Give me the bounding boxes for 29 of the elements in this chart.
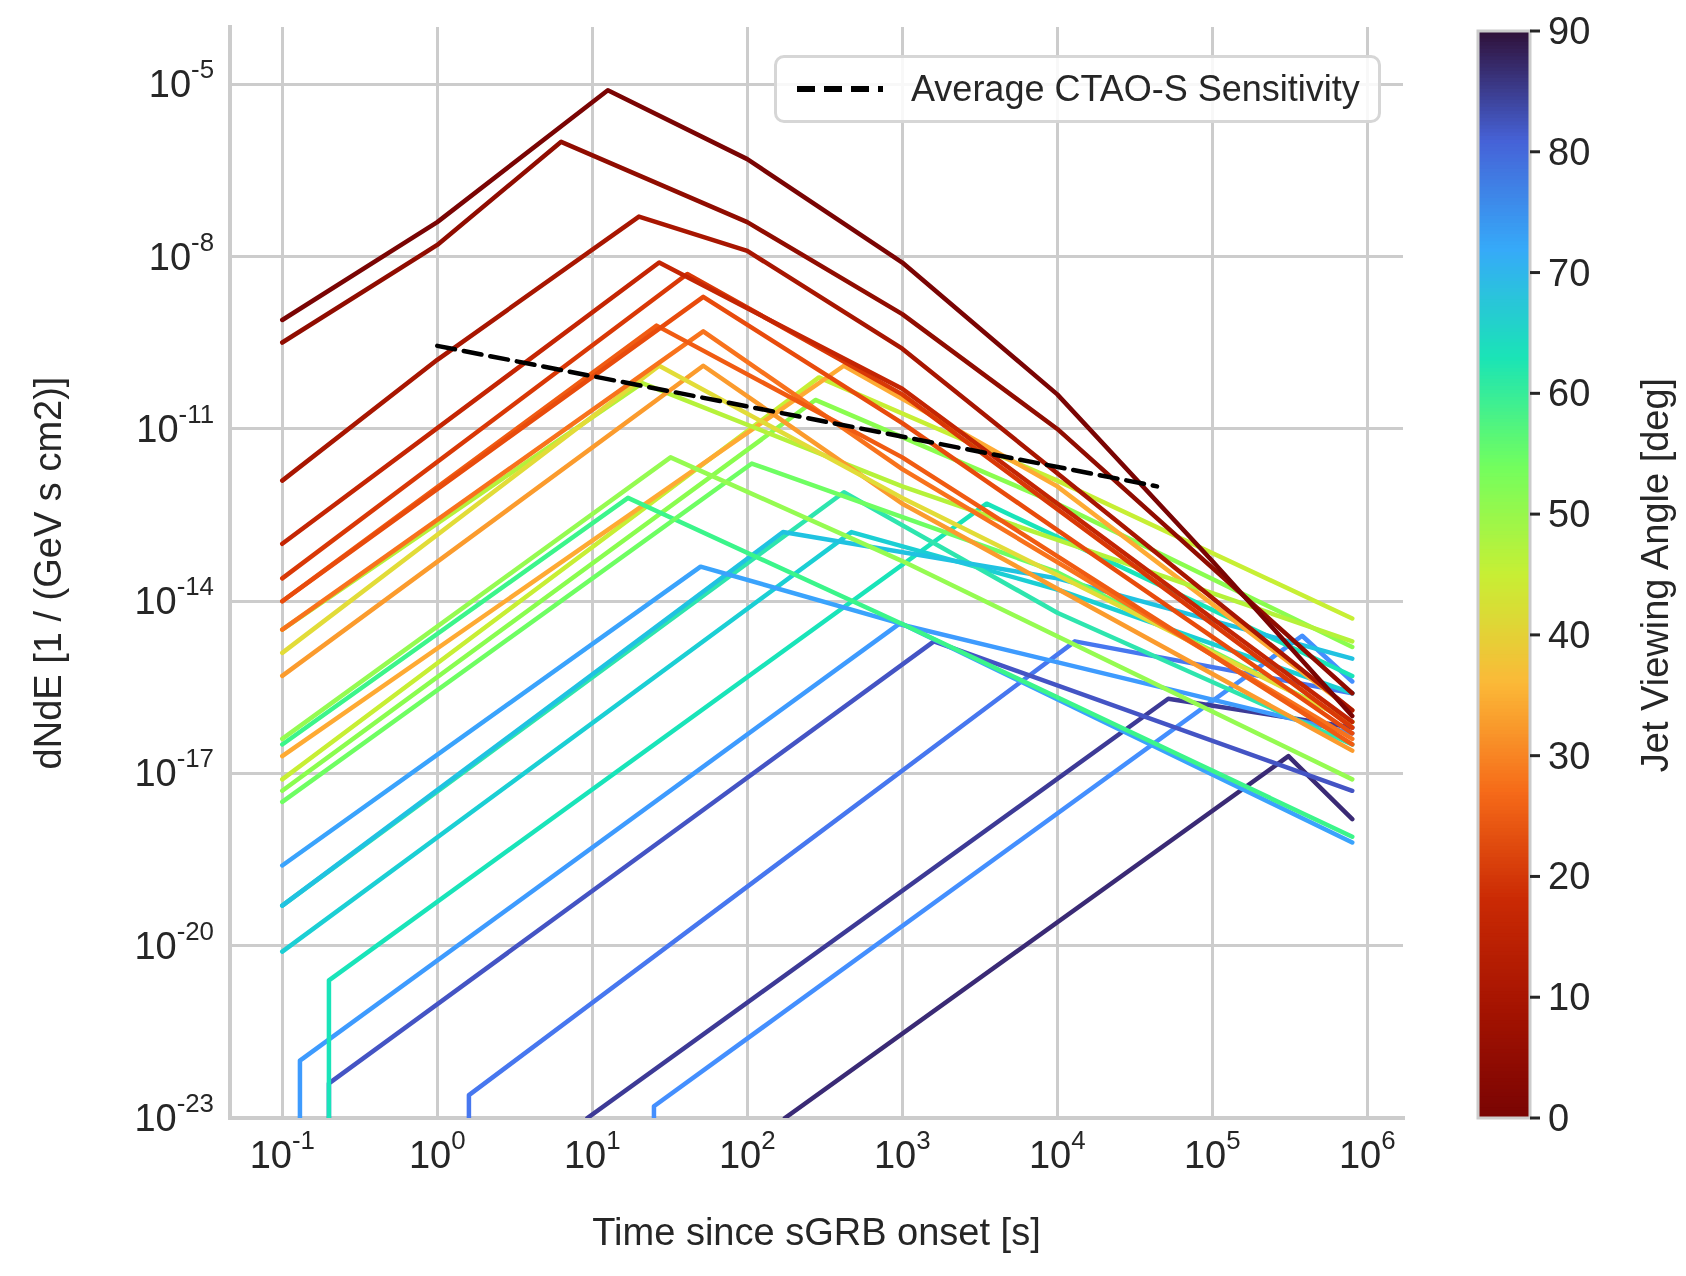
color-bar-label: 10: [1548, 976, 1591, 1019]
x-tick-label: 10$^{1}$: [563, 1125, 621, 1176]
x-axis-title: Time since sGRB onset [s]: [592, 1211, 1041, 1253]
y-tick-label: 10$^{-14}$: [134, 571, 214, 623]
y-axis-title: dNdE [1 / (GeV s cm2)]: [27, 376, 69, 769]
y-tick-label: 10$^{-20}$: [134, 916, 214, 967]
color-bar-label: 20: [1548, 855, 1591, 898]
color-bar-label: 30: [1548, 734, 1591, 777]
x-tick-label: 10$^{3}$: [873, 1125, 931, 1176]
color-bar-label: 60: [1548, 372, 1591, 415]
x-tick-label: 10$^{-1}$: [249, 1125, 315, 1176]
color-bar-label: 80: [1548, 130, 1591, 173]
y-tick-label: 10$^{-23}$: [134, 1088, 214, 1139]
x-tick-label: 10$^{0}$: [408, 1125, 466, 1176]
color-bar-label: 90: [1548, 10, 1591, 52]
legend-label: Average CTAO-S Sensitivity: [911, 68, 1360, 110]
color-bar-label: 50: [1548, 493, 1591, 536]
x-tick-label: 10$^{6}$: [1338, 1125, 1396, 1176]
y-tick-label: 10$^{-5}$: [148, 55, 214, 106]
x-tick-label: 10$^{2}$: [718, 1125, 776, 1176]
color-bar-label: 70: [1548, 251, 1591, 294]
color-bar-label: 0: [1548, 1097, 1570, 1139]
x-tick-label: 10$^{5}$: [1183, 1125, 1241, 1176]
color-bar-label: 40: [1548, 613, 1591, 656]
y-tick-label: 10$^{-8}$: [148, 227, 214, 278]
x-tick-label: 10$^{4}$: [1028, 1125, 1086, 1176]
color-bar-title: Jet Viewing Angle [deg]: [1634, 377, 1676, 772]
y-tick-label: 10$^{-17}$: [134, 744, 214, 795]
y-tick-label: 10$^{-11}$: [136, 399, 214, 450]
